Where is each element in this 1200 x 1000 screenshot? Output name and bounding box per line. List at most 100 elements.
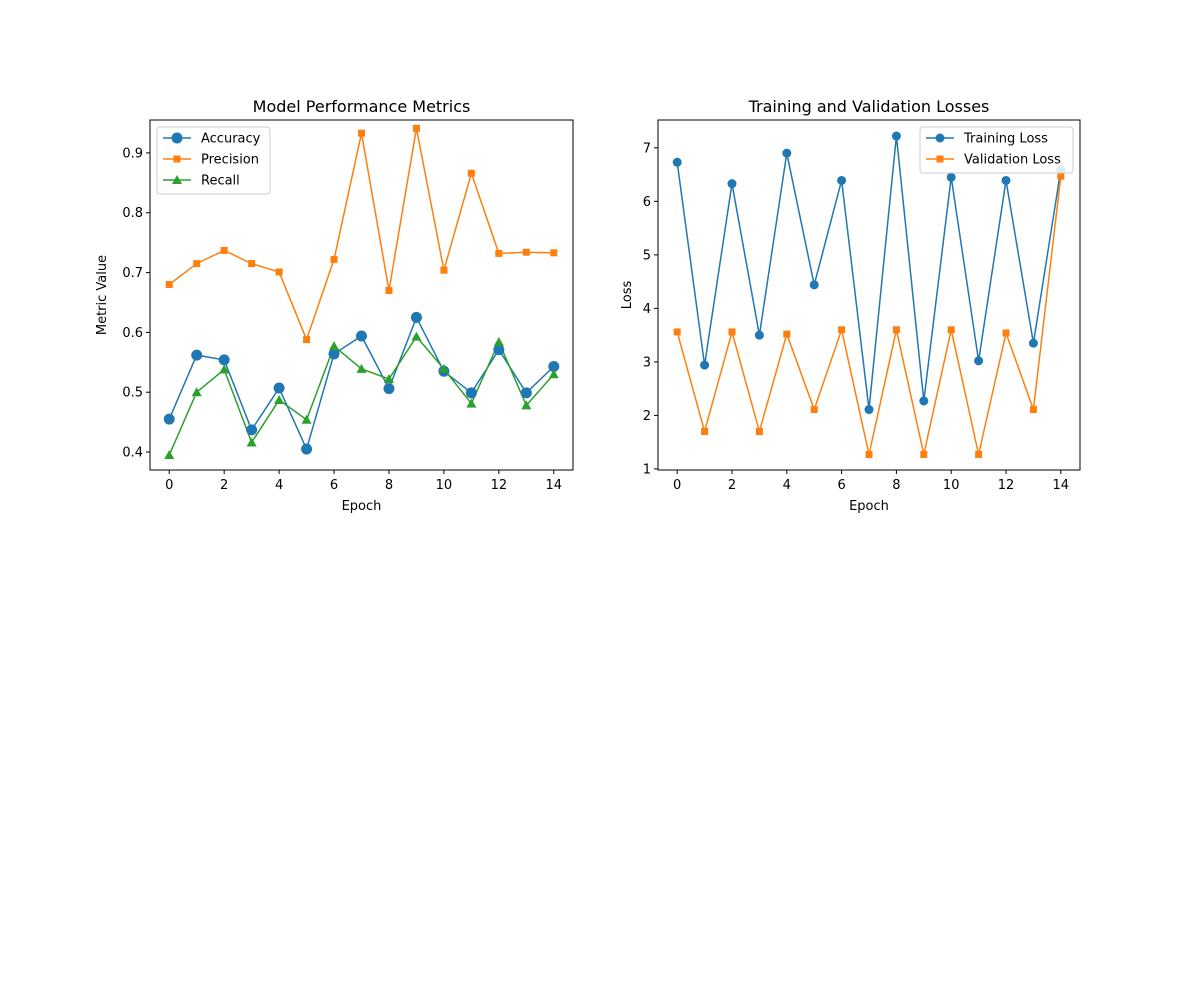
data-point-training-loss (974, 356, 984, 366)
data-point-recall (246, 437, 257, 447)
legend-label: Recall (201, 174, 240, 189)
markers-layer (672, 131, 1066, 458)
data-point-precision (495, 249, 503, 257)
legend-box (919, 126, 1074, 174)
data-point-precision (220, 246, 228, 254)
data-point-accuracy (218, 354, 230, 366)
y-tick-label: 0.9 (122, 146, 143, 161)
legend-marker (935, 133, 945, 143)
x-tick-label: 8 (892, 478, 900, 493)
x-tick-label: 8 (385, 478, 393, 493)
x-tick-label: 4 (783, 478, 791, 493)
series-markers-accuracy (163, 311, 560, 455)
data-point-training-loss (919, 396, 929, 406)
legend-marker (172, 175, 182, 184)
data-point-validation-loss (838, 326, 846, 334)
data-point-precision (440, 266, 448, 274)
data-point-recall (219, 364, 230, 374)
axes-frame (149, 119, 574, 471)
data-point-precision (358, 129, 365, 137)
x-tick-label: 12 (998, 478, 1015, 493)
x-tick-label: 14 (545, 478, 562, 493)
legend: Accuracy Precision Recall (156, 126, 271, 195)
x-tick-label: 10 (943, 478, 960, 493)
legend-box (156, 126, 271, 195)
data-point-accuracy (548, 360, 560, 372)
legend-entry-precision: Precision (163, 153, 259, 168)
data-point-recall (356, 363, 367, 373)
data-point-accuracy (493, 344, 505, 356)
series-markers-recall (164, 331, 559, 460)
y-tick-label: 0.6 (122, 326, 143, 341)
data-point-training-loss (727, 179, 737, 189)
data-point-precision (522, 248, 530, 256)
markers-layer (163, 124, 560, 460)
legend-entry-recall: Recall (163, 174, 240, 189)
data-point-recall (548, 369, 559, 379)
data-point-precision (193, 260, 201, 268)
data-point-precision (248, 260, 256, 268)
data-point-accuracy (410, 311, 422, 323)
y-tick-label: 0.4 (122, 446, 143, 461)
data-point-accuracy (356, 330, 367, 342)
legend-label: Accuracy (201, 132, 261, 147)
series-markers-training-loss (672, 131, 1066, 415)
series-markers-precision (165, 124, 558, 344)
data-point-recall (301, 414, 312, 424)
data-point-validation-loss (947, 326, 955, 334)
data-point-training-loss (864, 405, 874, 415)
y-tick-label: 6 (643, 195, 651, 210)
data-point-training-loss (946, 172, 956, 182)
legend-marker (173, 155, 181, 163)
x-tick-label: 14 (1053, 478, 1070, 493)
data-point-validation-loss (865, 450, 873, 458)
x-axis-label: Epoch (849, 499, 889, 514)
data-point-precision (165, 281, 173, 289)
data-point-training-loss (672, 157, 682, 167)
data-point-validation-loss (1002, 329, 1010, 337)
data-point-precision (330, 255, 338, 263)
data-point-recall (383, 374, 394, 384)
y-tick-label: 3 (643, 355, 651, 370)
data-point-validation-loss (783, 330, 791, 338)
data-point-training-loss (891, 131, 901, 141)
chart-title: Model Performance Metrics (253, 97, 471, 116)
x-axis-label: Epoch (342, 499, 382, 514)
legend-entry-accuracy: Accuracy (163, 132, 261, 147)
data-point-validation-loss (1057, 172, 1065, 180)
data-point-validation-loss (1029, 406, 1037, 414)
data-point-precision (303, 336, 311, 344)
data-point-recall (191, 387, 202, 397)
y-axis-label: Loss (620, 281, 635, 310)
data-point-recall (164, 450, 175, 460)
chart-model-performance-metrics: Model Performance Metrics 0 2 4 6 8 10 12 14 0.4 0… (95, 97, 574, 514)
data-point-validation-loss (673, 328, 681, 336)
x-tick-label: 4 (275, 478, 283, 493)
data-point-recall (521, 400, 532, 410)
series-markers-validation-loss (673, 172, 1065, 458)
data-point-accuracy (520, 387, 532, 399)
legend-entry-training-loss: Training Loss (926, 132, 1048, 147)
data-point-validation-loss (701, 427, 709, 435)
x-tick-label: 10 (436, 478, 453, 493)
y-tick-label: 0.7 (122, 266, 143, 281)
data-point-validation-loss (920, 450, 928, 458)
data-point-precision (275, 268, 283, 276)
data-point-validation-loss (810, 406, 818, 414)
data-point-recall (411, 331, 422, 341)
data-point-accuracy (383, 383, 395, 395)
x-tick-label: 0 (673, 478, 681, 493)
y-axis-label: Metric Value (95, 255, 110, 335)
data-point-training-loss (1028, 338, 1038, 348)
data-point-precision (550, 249, 558, 257)
data-point-accuracy (328, 348, 340, 360)
data-point-precision (467, 169, 475, 177)
data-point-accuracy (246, 424, 258, 436)
y-tick-label: 1 (643, 462, 651, 477)
legend-label: Validation Loss (964, 153, 1061, 168)
y-tick-label: 7 (643, 141, 651, 156)
data-point-accuracy (273, 382, 285, 394)
y-tick-label: 5 (643, 248, 651, 263)
legend-label: Precision (201, 153, 259, 168)
